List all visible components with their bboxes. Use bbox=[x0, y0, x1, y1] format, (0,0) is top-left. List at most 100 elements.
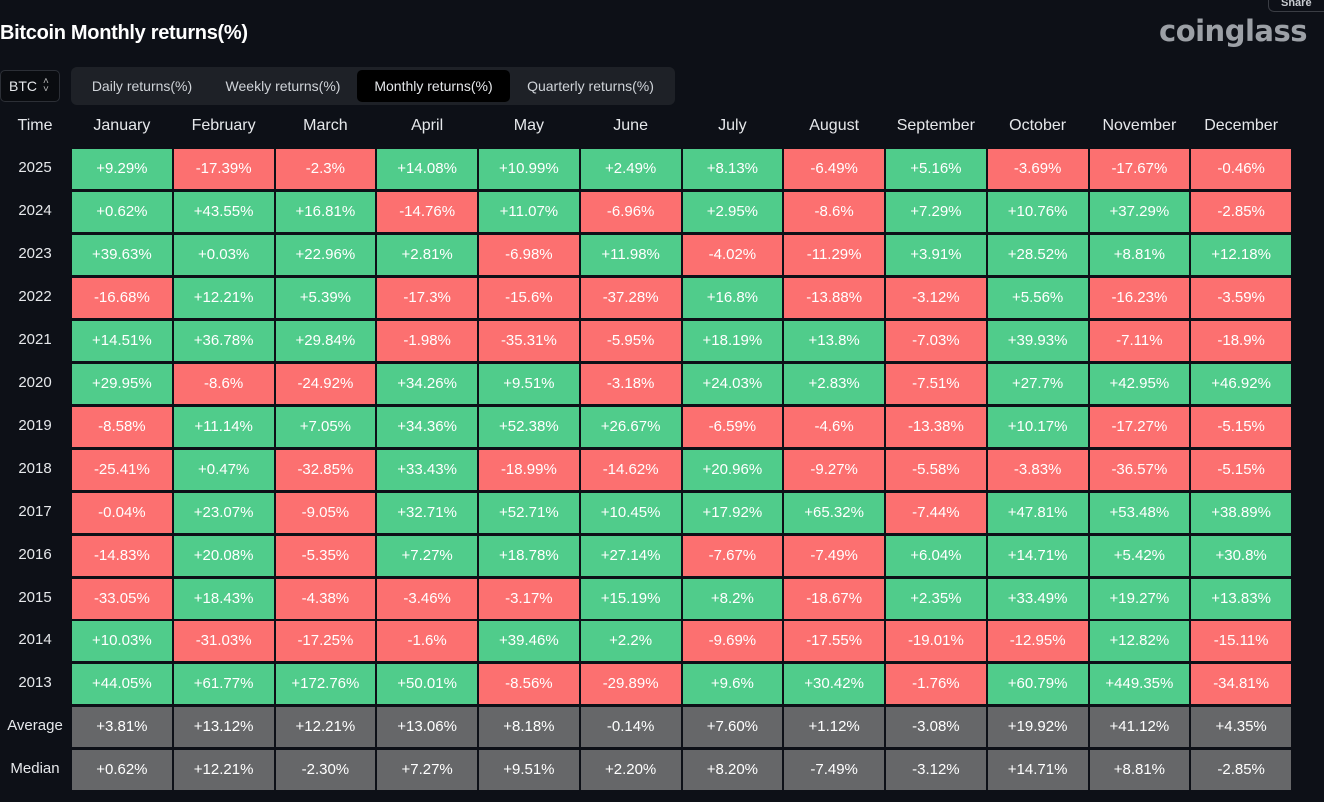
column-header-october: October bbox=[1009, 117, 1067, 134]
column-header-march: March bbox=[303, 117, 348, 134]
return-cell: -18.67% bbox=[784, 578, 884, 619]
share-button[interactable]: Share bbox=[1268, 0, 1324, 12]
row-label-average: Average bbox=[7, 717, 63, 735]
row-label-year: 2025 bbox=[18, 159, 52, 176]
return-cell: +18.78% bbox=[479, 535, 579, 576]
return-cell: -16.68% bbox=[72, 277, 172, 318]
return-cell: +11.07% bbox=[479, 191, 579, 232]
return-cell: -6.96% bbox=[580, 191, 681, 232]
return-cell: -3.46% bbox=[377, 578, 477, 619]
column-header-june: June bbox=[613, 117, 648, 134]
column-header-august: August bbox=[809, 117, 860, 134]
column-header-april: April bbox=[411, 117, 444, 134]
return-cell: -6.98% bbox=[479, 234, 579, 275]
return-cell: +60.79% bbox=[987, 664, 1088, 705]
summary-cell: +13.06% bbox=[377, 707, 477, 748]
return-cell: -7.49% bbox=[784, 535, 884, 576]
return-cell: -0.04% bbox=[72, 492, 172, 533]
return-cell: +12.21% bbox=[173, 277, 274, 318]
return-cell: +9.29% bbox=[72, 149, 172, 189]
asset-select-value: BTC bbox=[9, 78, 37, 94]
return-cell: -3.83% bbox=[987, 449, 1088, 490]
row-label-median: Median bbox=[10, 760, 60, 778]
return-cell: -15.6% bbox=[479, 277, 579, 318]
column-header-january: January bbox=[93, 117, 151, 134]
row-label-year: 2013 bbox=[18, 674, 52, 692]
row-label-year: 2016 bbox=[18, 545, 52, 563]
summary-cell: -7.49% bbox=[784, 750, 884, 791]
return-cell: -17.67% bbox=[1089, 149, 1190, 189]
return-cell: -17.25% bbox=[275, 621, 376, 662]
return-cell: +42.95% bbox=[1089, 363, 1190, 404]
tab-weekly-returns[interactable]: Weekly returns(%) bbox=[225, 78, 341, 94]
return-cell: +14.51% bbox=[72, 320, 172, 361]
return-cell: +10.17% bbox=[987, 406, 1088, 447]
row-label-year: 2014 bbox=[18, 631, 52, 649]
column-header-may: May bbox=[513, 117, 544, 134]
return-cell: +11.14% bbox=[173, 406, 274, 447]
summary-cell: +19.92% bbox=[987, 707, 1088, 748]
return-cell: -3.17% bbox=[479, 578, 579, 619]
return-cell: +16.8% bbox=[682, 277, 783, 318]
row-label-year: 2023 bbox=[18, 244, 52, 262]
return-cell: +18.43% bbox=[173, 578, 274, 619]
return-cell: +34.36% bbox=[377, 406, 477, 447]
return-cell: +8.13% bbox=[682, 149, 783, 189]
return-cell: -18.99% bbox=[479, 449, 579, 490]
row-label-year: 2015 bbox=[18, 588, 52, 606]
return-cell: +61.77% bbox=[173, 664, 274, 705]
return-cell: +2.95% bbox=[682, 191, 783, 232]
return-cell: +10.99% bbox=[479, 149, 579, 189]
return-cell: +28.52% bbox=[987, 234, 1088, 275]
return-cell: +9.6% bbox=[682, 664, 783, 705]
return-cell: -1.76% bbox=[886, 664, 986, 705]
return-cell: -6.59% bbox=[682, 406, 783, 447]
return-cell: -3.69% bbox=[987, 149, 1088, 189]
return-cell: +0.03% bbox=[173, 234, 274, 275]
return-cell: -37.28% bbox=[580, 277, 681, 318]
return-cell: +2.83% bbox=[784, 363, 884, 404]
column-header-november: November bbox=[1102, 117, 1177, 134]
asset-select[interactable]: BTC ˄ ˅ bbox=[0, 70, 60, 102]
return-cell: -25.41% bbox=[72, 449, 172, 490]
return-cell: +14.71% bbox=[987, 535, 1088, 576]
return-cell: -5.95% bbox=[580, 320, 681, 361]
return-cell: +39.93% bbox=[987, 320, 1088, 361]
tab-quarterly-returns[interactable]: Quarterly returns(%) bbox=[527, 78, 654, 94]
summary-cell: +8.20% bbox=[682, 750, 783, 791]
return-cell: -13.88% bbox=[784, 277, 884, 318]
return-cell: -16.23% bbox=[1089, 277, 1190, 318]
chevron-up-down-icon: ˄ ˅ bbox=[43, 76, 49, 95]
return-cell: +52.38% bbox=[479, 406, 579, 447]
return-cell: +15.19% bbox=[580, 578, 681, 619]
return-cell: +12.82% bbox=[1089, 621, 1190, 662]
row-label-year: 2024 bbox=[18, 201, 52, 219]
return-cell: +36.78% bbox=[173, 320, 274, 361]
return-cell: -7.11% bbox=[1089, 320, 1190, 361]
return-cell: -0.46% bbox=[1191, 149, 1291, 189]
return-cell: +20.96% bbox=[682, 449, 783, 490]
return-cell: +39.46% bbox=[479, 621, 579, 662]
return-cell: +16.81% bbox=[275, 191, 376, 232]
return-cell: +12.18% bbox=[1191, 234, 1291, 275]
return-cell: +7.27% bbox=[377, 535, 477, 576]
page-title: Bitcoin Monthly returns(%) bbox=[0, 22, 248, 44]
summary-cell: -2.30% bbox=[275, 750, 376, 791]
return-cell: -14.62% bbox=[580, 449, 681, 490]
return-cell: -5.15% bbox=[1191, 449, 1291, 490]
row-label-year: 2021 bbox=[18, 330, 52, 348]
return-cell: -8.6% bbox=[784, 191, 884, 232]
return-cell: +32.71% bbox=[377, 492, 477, 533]
return-cell: -6.49% bbox=[784, 149, 884, 189]
row-label-year: 2020 bbox=[18, 373, 52, 391]
return-cell: +2.35% bbox=[886, 578, 986, 619]
row-label-year: 2019 bbox=[18, 416, 52, 434]
return-cell: +2.49% bbox=[580, 149, 681, 189]
tab-monthly-returns[interactable]: Monthly returns(%) bbox=[357, 70, 510, 102]
column-header-july: July bbox=[718, 117, 747, 134]
summary-cell: +1.12% bbox=[784, 707, 884, 748]
tab-daily-returns[interactable]: Daily returns(%) bbox=[91, 78, 193, 94]
return-cell: +3.91% bbox=[886, 234, 986, 275]
return-cell: +17.92% bbox=[682, 492, 783, 533]
return-cell: -17.39% bbox=[173, 149, 274, 189]
